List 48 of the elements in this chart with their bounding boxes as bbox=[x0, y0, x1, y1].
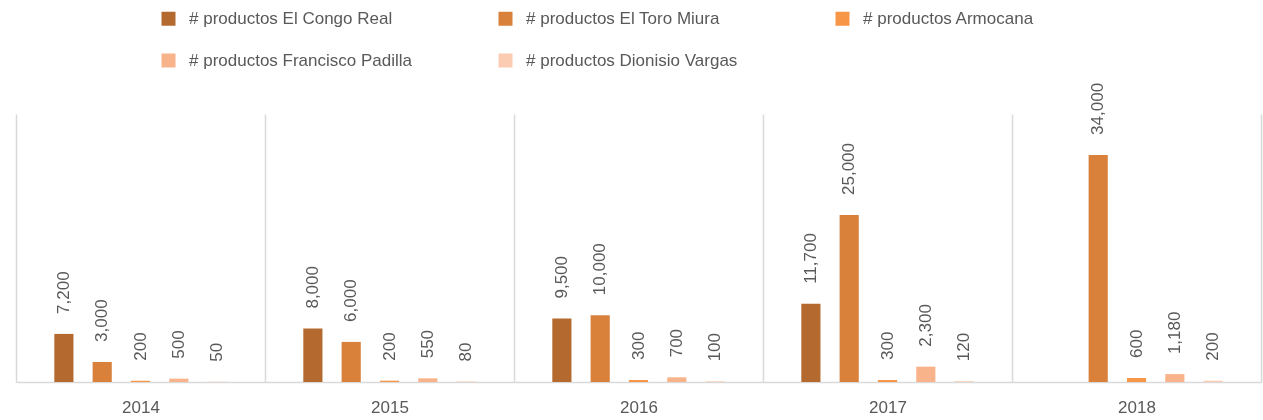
data-label: 200 bbox=[130, 332, 150, 361]
data-label: 8,000 bbox=[302, 266, 322, 309]
bar bbox=[54, 333, 74, 382]
data-label: 300 bbox=[628, 331, 648, 360]
data-label: 3,000 bbox=[92, 299, 112, 342]
x-tick-label: 2018 bbox=[1118, 397, 1156, 417]
bar bbox=[590, 315, 610, 382]
bar bbox=[552, 318, 572, 382]
x-tick-label: 2015 bbox=[371, 397, 409, 417]
data-label: 50 bbox=[207, 342, 227, 362]
data-label: 34,000 bbox=[1088, 82, 1108, 135]
data-label: 2,300 bbox=[915, 304, 935, 347]
data-label: 25,000 bbox=[839, 143, 859, 195]
legend-label: # productos El Congo Real bbox=[189, 8, 393, 28]
data-label: 200 bbox=[1203, 332, 1223, 361]
bar bbox=[667, 377, 687, 382]
data-label: 80 bbox=[456, 342, 476, 362]
data-label: 6,000 bbox=[341, 279, 361, 322]
x-tick-label: 2017 bbox=[869, 397, 907, 417]
data-label: 700 bbox=[666, 328, 686, 358]
data-label: 200 bbox=[379, 332, 399, 361]
data-label: 550 bbox=[417, 329, 437, 359]
bar bbox=[303, 328, 323, 382]
x-tick-label: 2016 bbox=[620, 397, 658, 417]
data-label: 100 bbox=[705, 332, 725, 362]
x-tick-label: 2014 bbox=[122, 397, 160, 417]
bar bbox=[916, 366, 936, 382]
data-label: 600 bbox=[1126, 329, 1146, 358]
legend-label: # productos El Toro Miura bbox=[526, 8, 720, 28]
data-label: 500 bbox=[168, 330, 188, 359]
legend-label: # productos Dionisio Vargas bbox=[526, 50, 738, 70]
legend-label: # productos Francisco Padilla bbox=[189, 50, 413, 70]
bar bbox=[418, 378, 438, 382]
bar bbox=[839, 215, 859, 382]
bar bbox=[801, 303, 821, 382]
bar bbox=[1165, 374, 1185, 382]
legend-label: # productos Armocana bbox=[863, 8, 1034, 28]
data-label: 300 bbox=[877, 331, 897, 360]
bar bbox=[1126, 377, 1147, 382]
data-label: 9,500 bbox=[551, 255, 571, 299]
data-label: 1,180 bbox=[1164, 311, 1184, 355]
bar bbox=[341, 341, 361, 382]
data-label: 120 bbox=[954, 332, 974, 362]
bar bbox=[1088, 154, 1108, 382]
bar bbox=[92, 361, 112, 382]
data-label: 11,700 bbox=[800, 233, 820, 284]
data-label: 7,200 bbox=[53, 271, 73, 314]
data-label: 10,000 bbox=[590, 243, 610, 296]
